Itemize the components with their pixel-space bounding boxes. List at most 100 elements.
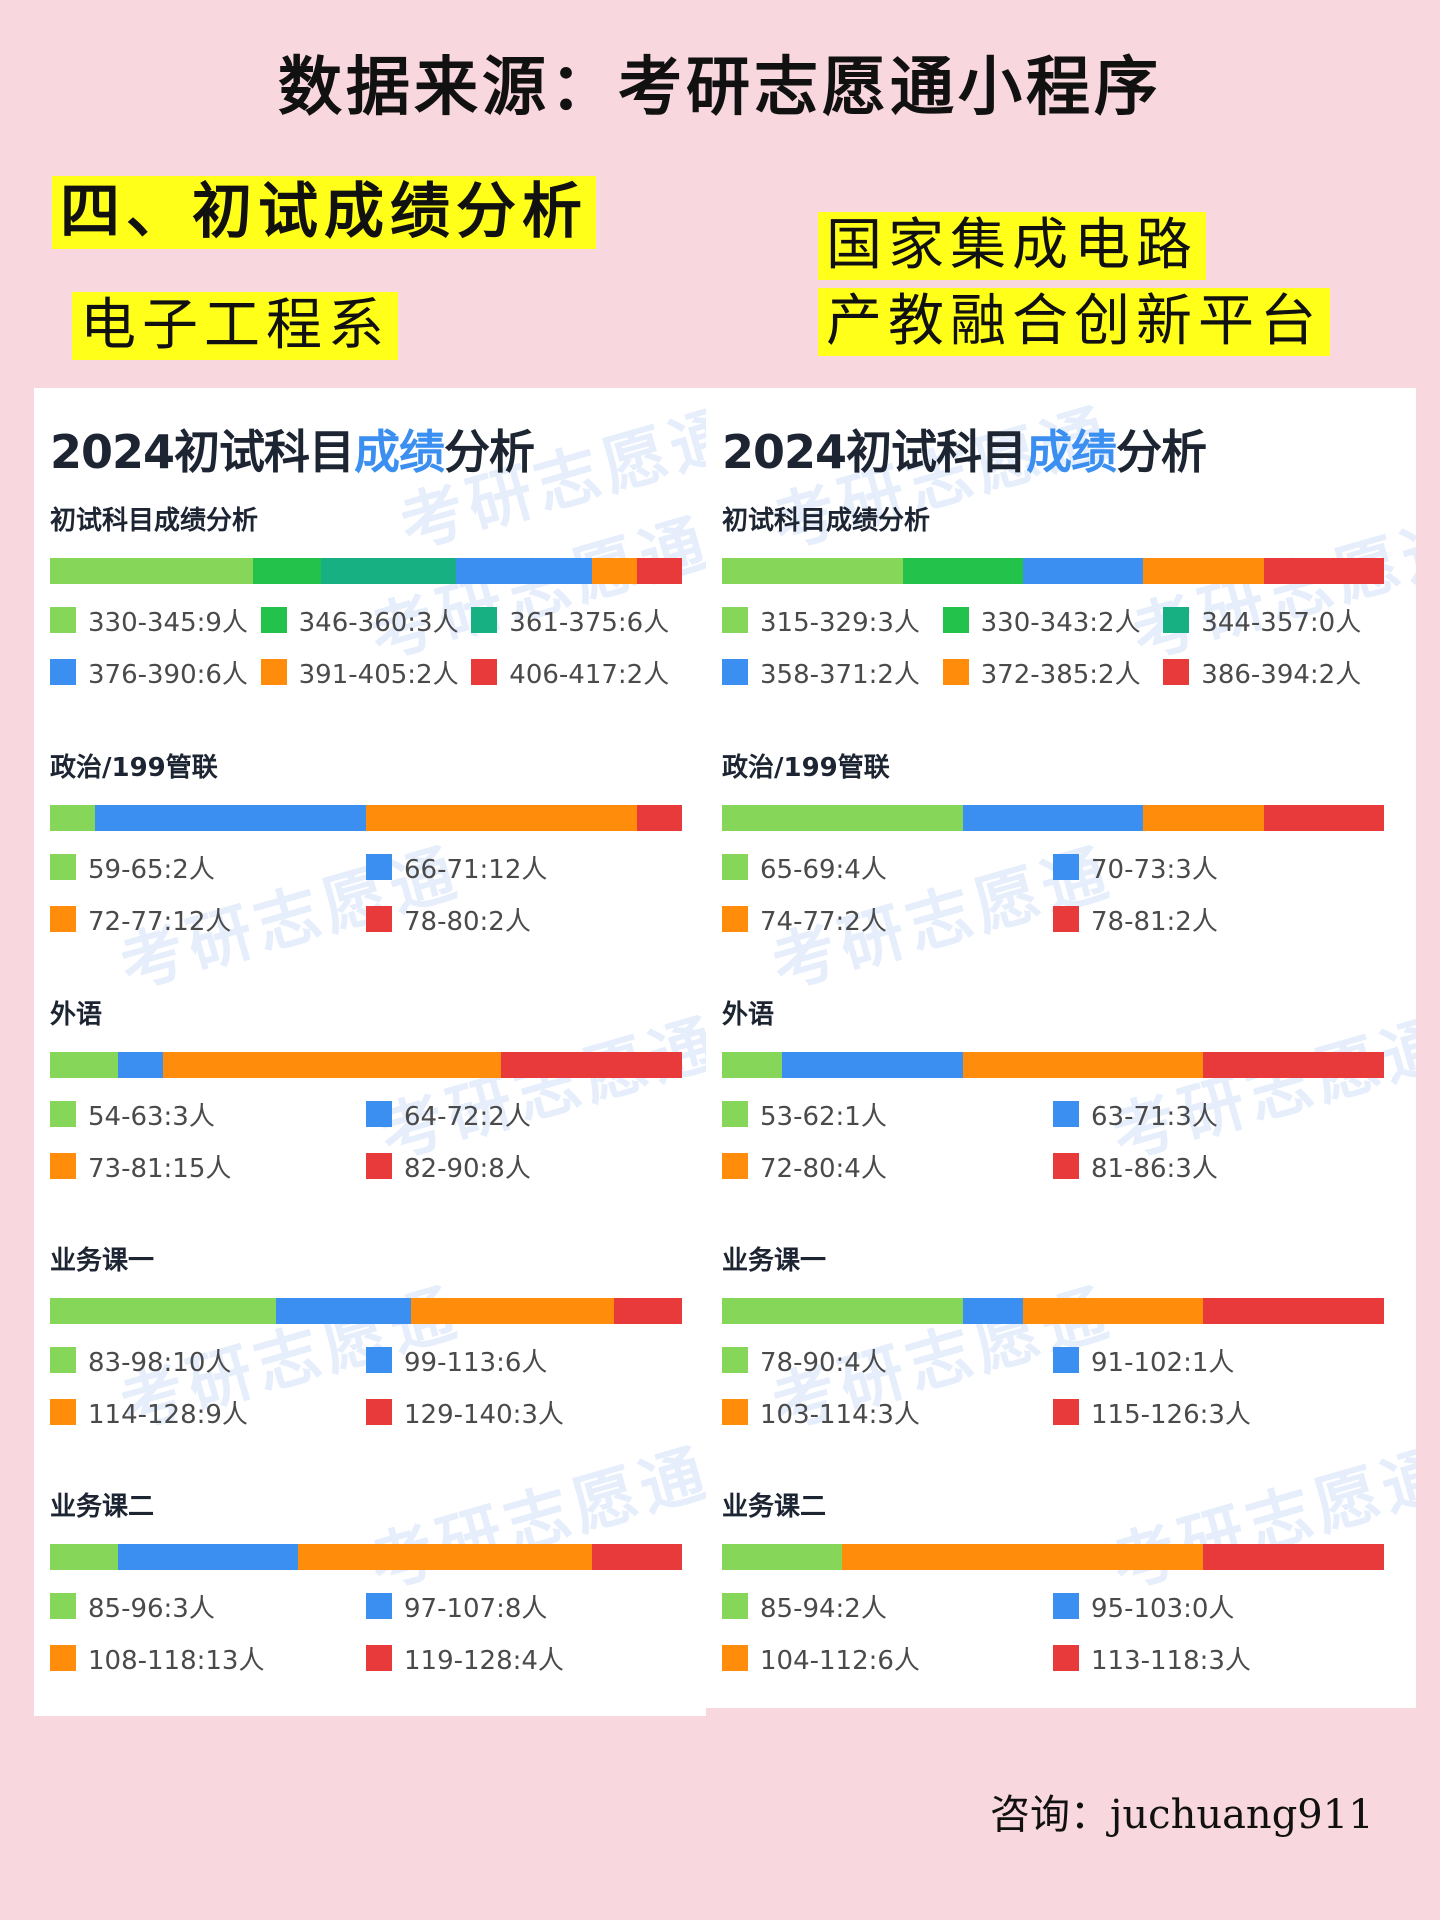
legend-label: 372-385:2人 xyxy=(980,659,1141,690)
subject-title: 初试科目成绩分析 xyxy=(722,506,931,536)
legend-item: 91-102:1人 xyxy=(1053,1344,1384,1378)
legend-label: 65-69:4人 xyxy=(760,854,887,885)
legend-swatch xyxy=(1163,659,1190,685)
legend-label: 53-62:1人 xyxy=(760,1101,887,1132)
legend-label: 129-140:3人 xyxy=(404,1399,564,1430)
legend-label: 91-102:1人 xyxy=(1091,1347,1235,1378)
legend-label: 97-107:8人 xyxy=(404,1593,548,1624)
subject-title: 业务课二 xyxy=(722,1492,827,1522)
legend-item: 129-140:3人 xyxy=(366,1396,682,1430)
legend-item: 115-126:3人 xyxy=(1053,1396,1384,1430)
subject-title: 业务课一 xyxy=(722,1246,827,1276)
bar-segment-74-77 xyxy=(1143,805,1264,831)
legend-label: 72-80:4人 xyxy=(760,1153,887,1184)
legend-label: 72-77:12人 xyxy=(88,906,232,937)
legend-label: 330-343:2人 xyxy=(980,607,1141,638)
legend-item: 358-371:2人 xyxy=(722,656,943,690)
legend-label: 113-118:3人 xyxy=(1091,1645,1251,1676)
subject-title: 外语 xyxy=(722,1000,775,1030)
legend-swatch xyxy=(1053,1399,1079,1425)
subject-title: 业务课一 xyxy=(50,1246,155,1276)
legend: 85-94:2人 95-103:0人 104-112:6人 113-118:3人 xyxy=(722,1590,1384,1676)
stacked-distribution-bar xyxy=(50,1052,682,1078)
bar-segment-91-102 xyxy=(962,1298,1023,1324)
panel-title-prefix: 2024初试科目 xyxy=(722,425,1027,479)
bar-segment-104-112 xyxy=(842,1544,1204,1570)
legend-label: 391-405:2人 xyxy=(298,659,459,690)
legend-swatch xyxy=(50,1399,76,1425)
legend-label: 85-96:3人 xyxy=(88,1593,215,1624)
subject-block-politics: 政治/199管联 59-65:2人 66-71:12人 72-77:12人 78-80:… xyxy=(50,751,682,937)
legend-swatch xyxy=(366,1645,392,1671)
bar-segment-64-72 xyxy=(117,1052,163,1078)
bar-segment-78-90 xyxy=(722,1298,963,1324)
legend-item: 103-114:3人 xyxy=(722,1396,1053,1430)
panel-title: 2024初试科目成绩分析 xyxy=(50,416,535,482)
subject-block-foreign-language: 外语 53-62:1人 63-71:3人 72-80:4人 81-86:3人 xyxy=(722,998,1384,1184)
legend-item: 63-71:3人 xyxy=(1053,1098,1384,1132)
bar-segment-361-375 xyxy=(320,558,457,584)
stacked-distribution-bar xyxy=(722,805,1384,831)
legend-label: 119-128:4人 xyxy=(404,1645,564,1676)
bar-segment-372-385 xyxy=(1143,558,1264,584)
legend-item: 65-69:4人 xyxy=(722,851,1053,885)
legend-swatch xyxy=(366,1101,392,1127)
page-title: 数据来源：考研志愿通小程序 xyxy=(278,50,1162,125)
legend-swatch xyxy=(722,1399,748,1425)
legend-swatch xyxy=(722,659,748,685)
bar-segment-103-114 xyxy=(1022,1298,1204,1324)
legend-item: 361-375:6人 xyxy=(471,604,682,638)
legend-label: 361-375:6人 xyxy=(509,607,670,638)
bar-segment-73-81 xyxy=(162,1052,502,1078)
stacked-distribution-bar xyxy=(722,558,1384,584)
legend-swatch xyxy=(50,1347,76,1373)
subject-title: 初试科目成绩分析 xyxy=(50,506,259,536)
legend-item: 66-71:12人 xyxy=(366,851,682,885)
legend-item: 97-107:8人 xyxy=(366,1590,682,1624)
legend-label: 315-329:3人 xyxy=(760,607,920,638)
legend-label: 115-126:3人 xyxy=(1091,1399,1251,1430)
legend-swatch xyxy=(50,906,76,932)
stacked-distribution-bar xyxy=(50,1298,682,1324)
legend-label: 82-90:8人 xyxy=(404,1153,531,1184)
bar-segment-376-390 xyxy=(456,558,592,584)
legend-swatch xyxy=(1053,906,1079,932)
stacked-distribution-bar xyxy=(722,1298,1384,1324)
legend-item: 114-128:9人 xyxy=(50,1396,366,1430)
legend: 54-63:3人 64-72:2人 73-81:15人 82-90:8人 xyxy=(50,1098,682,1184)
legend-item: 74-77:2人 xyxy=(722,903,1053,937)
right-stats-panel: 考研志愿通 考研志愿通 考研志愿通 考研志愿通 考研志愿通 考研志愿通 2024… xyxy=(706,388,1416,1708)
legend-label: 406-417:2人 xyxy=(509,659,670,690)
legend-label: 114-128:9人 xyxy=(88,1399,248,1430)
legend-swatch xyxy=(1053,1645,1079,1671)
legend-swatch xyxy=(1053,1101,1079,1127)
bar-segment-72-77 xyxy=(365,805,637,831)
subject-block-politics: 政治/199管联 65-69:4人 70-73:3人 74-77:2人 78-81:2人 xyxy=(722,751,1384,937)
bar-segment-115-126 xyxy=(1203,1298,1384,1324)
legend-item: 108-118:13人 xyxy=(50,1642,366,1676)
legend-label: 78-81:2人 xyxy=(1091,906,1218,937)
legend-item: 64-72:2人 xyxy=(366,1098,682,1132)
legend-label: 376-390:6人 xyxy=(88,659,248,690)
legend-swatch xyxy=(722,1593,748,1619)
legend-item: 346-360:3人 xyxy=(260,604,472,638)
legend-item: 391-405:2人 xyxy=(260,656,472,690)
legend-swatch xyxy=(722,854,748,880)
legend-swatch xyxy=(471,659,498,685)
legend: 330-345:9人 346-360:3人 361-375:6人 376-390:6人… xyxy=(50,604,682,690)
panel-title-suffix: 分析 xyxy=(444,425,535,479)
legend: 65-69:4人 70-73:3人 74-77:2人 78-81:2人 xyxy=(722,851,1384,937)
bar-segment-113-118 xyxy=(1203,1544,1384,1570)
legend-label: 344-357:0人 xyxy=(1201,607,1362,638)
bar-segment-108-118 xyxy=(298,1544,592,1570)
legend-swatch xyxy=(366,1153,392,1179)
left-department-label: 电子工程系 xyxy=(72,292,398,361)
bar-segment-391-405 xyxy=(591,558,637,584)
legend-swatch xyxy=(366,906,392,932)
bar-segment-70-73 xyxy=(962,805,1144,831)
stacked-distribution-bar xyxy=(50,805,682,831)
subject-title: 政治/199管联 xyxy=(50,753,218,783)
legend-label: 78-90:4人 xyxy=(760,1347,887,1378)
subject-block-major-one: 业务课一 83-98:10人 99-113:6人 114-128:9人 129-140:… xyxy=(50,1244,682,1430)
legend-label: 85-94:2人 xyxy=(760,1593,887,1624)
